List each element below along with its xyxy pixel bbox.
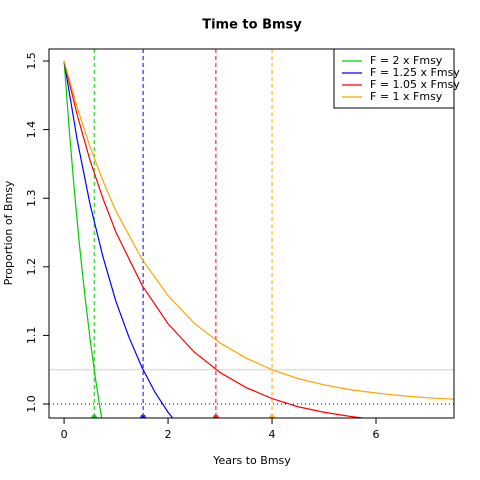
x-axis-label: Years to Bmsy [212,454,291,467]
y-tick-label: 1.3 [25,189,38,207]
legend-box [333,48,455,109]
legend-label: F = 2 x Fmsy [370,54,443,67]
legend-label: F = 1 x Fmsy [370,90,443,103]
y-axis-label: Proportion of Bmsy [2,180,15,285]
target-marker [91,414,98,418]
target-marker [269,414,276,418]
series-line [63,60,368,418]
plot-area [49,49,454,418]
y-tick-label: 1.1 [25,327,38,345]
x-tick-label: 4 [269,428,276,441]
x-tick-label: 0 [61,428,68,441]
series-line [63,60,103,418]
series-line [63,60,174,418]
legend-label: F = 1.25 x Fmsy [370,66,460,79]
y-tick-label: 1.0 [25,395,38,413]
target-marker [140,414,147,418]
x-tick-label: 2 [165,428,172,441]
legend-label: F = 1.05 x Fmsy [370,78,460,91]
y-tick-label: 1.4 [25,121,38,139]
chart-title: Time to Bmsy [202,18,302,33]
plot-frame [48,48,455,419]
x-tick-label: 6 [373,428,380,441]
y-tick-label: 1.2 [25,258,38,276]
y-tick-label: 1.5 [25,52,38,70]
target-marker [212,414,219,418]
series-line [63,60,454,400]
